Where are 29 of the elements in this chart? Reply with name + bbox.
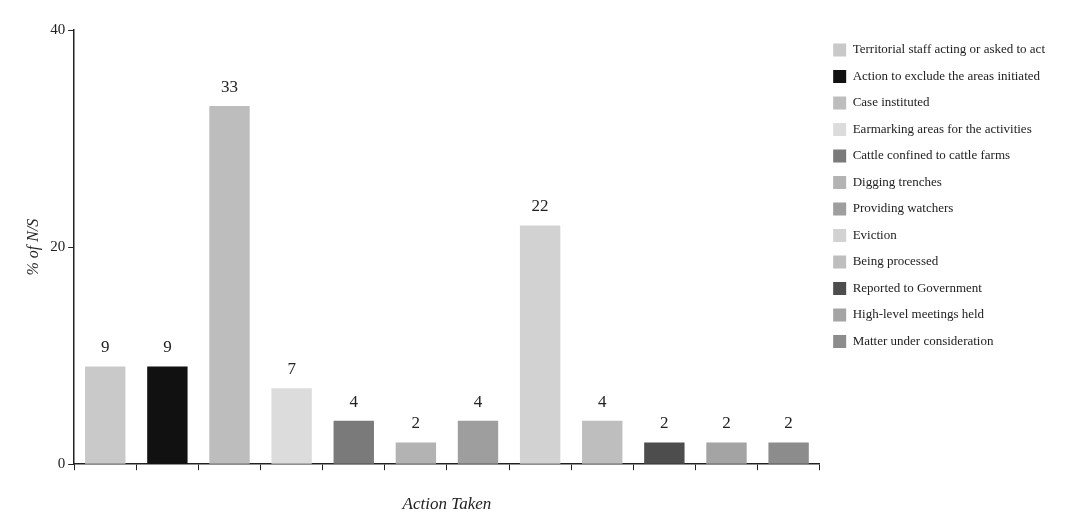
y-tick-label: 20 xyxy=(50,238,66,255)
x-axis-title: Action Taken xyxy=(401,494,492,514)
legend-label: Reported to Government xyxy=(852,279,983,295)
data-label: 2 xyxy=(660,413,669,433)
y-tick-label: 40 xyxy=(50,20,66,37)
legend-label: Providing watchers xyxy=(852,200,954,216)
legend-label: Action to exclude the areas initiated xyxy=(852,67,1041,83)
data-label: 9 xyxy=(163,337,172,357)
legend-label: Digging trenches xyxy=(852,173,942,189)
data-label: 4 xyxy=(473,391,483,411)
data-label: 2 xyxy=(411,413,421,433)
legend-label: High-level meetings held xyxy=(852,306,985,322)
data-label: 2 xyxy=(784,413,793,433)
data-label: 2 xyxy=(722,413,731,433)
legend-label: Cattle confined to cattle farms xyxy=(852,147,1011,163)
data-label: 9 xyxy=(101,337,110,357)
data-label: 7 xyxy=(287,359,297,379)
legend-label: Territorial staff acting or asked to act xyxy=(852,41,1046,57)
data-label: 4 xyxy=(349,391,359,411)
legend-label: Case instituted xyxy=(852,94,931,110)
data-label: 33 xyxy=(221,76,239,96)
legend-label: Matter under consideration xyxy=(852,332,994,348)
legend-label: Earmarking areas for the activities xyxy=(852,120,1032,136)
data-label: 22 xyxy=(531,196,549,216)
y-axis-title: % of N/S xyxy=(23,218,42,276)
legend-label: Eviction xyxy=(852,226,898,242)
legend-label: Being processed xyxy=(852,253,939,269)
y-tick-label: 0 xyxy=(57,455,66,472)
data-label: 4 xyxy=(597,391,607,411)
